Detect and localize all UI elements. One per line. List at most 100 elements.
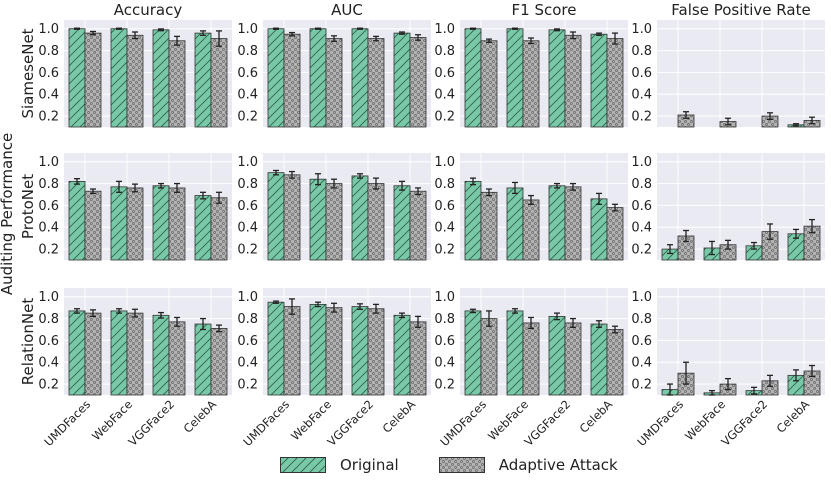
bar-original-umdfaces[interactable] [68, 310, 86, 396]
y-tick-label: 0.8 [434, 44, 455, 59]
bar-adaptive-celeba[interactable] [409, 321, 427, 396]
panel-protonet-auc: 0.2 0.4 0.6 0.8 1.0 [237, 153, 431, 261]
bar-adaptive-celeba[interactable] [409, 37, 427, 128]
bar-adaptive-celeba[interactable] [409, 190, 427, 261]
model-row-label: SiameseNet [19, 28, 37, 118]
y-tick-label: 1.0 [631, 22, 652, 37]
bar-adaptive-umdfaces[interactable] [480, 318, 498, 396]
y-tick-label: 1.0 [434, 155, 455, 170]
bar-original-vggface2[interactable] [152, 185, 170, 261]
bar-original-celeba[interactable] [393, 185, 411, 261]
bar-adaptive-umdfaces[interactable] [84, 190, 102, 261]
bar-adaptive-webface[interactable] [522, 199, 540, 261]
legend-label-adaptive: Adaptive Attack [498, 456, 618, 474]
bar-adaptive-celeba[interactable] [606, 38, 624, 128]
y-tick-label: 0.6 [631, 199, 652, 214]
bar-adaptive-umdfaces[interactable] [283, 33, 301, 128]
legend-item-original[interactable]: Original [280, 456, 399, 474]
bar-original-webface[interactable] [309, 178, 327, 261]
y-tick-label: 1.0 [631, 155, 652, 170]
legend-swatch-original [280, 457, 326, 473]
y-tick-label: 0.6 [237, 334, 258, 349]
bar-original-webface[interactable] [506, 187, 524, 261]
x-tick-label: CelebA [774, 397, 813, 436]
bar-adaptive-umdfaces[interactable] [283, 174, 301, 261]
bar-original-umdfaces[interactable] [68, 180, 86, 261]
bar-original-vggface2[interactable] [152, 29, 170, 128]
bar-adaptive-celeba[interactable] [606, 207, 624, 261]
legend-item-adaptive[interactable]: Adaptive Attack [438, 456, 618, 474]
bar-adaptive-webface[interactable] [126, 187, 144, 261]
y-tick-label: 0.6 [38, 66, 59, 81]
y-tick-label: 1.0 [237, 290, 258, 305]
bar-adaptive-celeba[interactable] [210, 327, 228, 396]
bar-adaptive-umdfaces[interactable] [283, 306, 301, 396]
bar-original-umdfaces[interactable] [68, 28, 86, 128]
x-tick-label: UMDFaces [41, 397, 93, 449]
bar-adaptive-vggface2[interactable] [564, 322, 582, 396]
bar-original-celeba[interactable] [194, 32, 212, 128]
bar-original-umdfaces[interactable] [464, 28, 482, 128]
bar-original-umdfaces[interactable] [267, 28, 285, 128]
bar-original-vggface2[interactable] [351, 306, 369, 396]
x-tick-label: UMDFaces [240, 397, 292, 449]
bar-adaptive-celeba[interactable] [210, 197, 228, 261]
bar-original-celeba[interactable] [590, 323, 608, 396]
bar-original-celeba[interactable] [590, 198, 608, 261]
bar-original-umdfaces[interactable] [267, 301, 285, 396]
bar-original-webface[interactable] [110, 186, 128, 261]
bar-original-vggface2[interactable] [351, 28, 369, 128]
bar-original-umdfaces[interactable] [464, 310, 482, 396]
bar-original-vggface2[interactable] [548, 185, 566, 261]
legend-swatch-adaptive [438, 457, 485, 473]
bar-adaptive-vggface2[interactable] [168, 40, 186, 128]
bar-adaptive-webface[interactable] [325, 183, 343, 261]
bar-adaptive-webface[interactable] [325, 38, 343, 128]
bar-adaptive-umdfaces[interactable] [84, 32, 102, 128]
bar-adaptive-webface[interactable] [126, 312, 144, 396]
metric-title: False Positive Rate [671, 1, 810, 19]
bar-adaptive-umdfaces[interactable] [84, 312, 102, 396]
bar-original-celeba[interactable] [194, 323, 212, 396]
bar-adaptive-webface[interactable] [325, 307, 343, 396]
bar-adaptive-webface[interactable] [522, 322, 540, 396]
bar-adaptive-umdfaces[interactable] [480, 191, 498, 261]
bar-adaptive-vggface2[interactable] [367, 183, 385, 261]
bar-adaptive-vggface2[interactable] [564, 34, 582, 128]
bar-adaptive-celeba[interactable] [606, 329, 624, 396]
bar-original-celeba[interactable] [194, 195, 212, 261]
bar-adaptive-vggface2[interactable] [367, 38, 385, 128]
bar-original-vggface2[interactable] [152, 314, 170, 396]
bar-original-webface[interactable] [309, 303, 327, 396]
bar-adaptive-vggface2[interactable] [564, 186, 582, 261]
y-tick-label: 0.8 [38, 312, 59, 327]
y-tick-label: 0.4 [434, 221, 455, 236]
bar-adaptive-vggface2[interactable] [168, 187, 186, 261]
bar-original-vggface2[interactable] [351, 175, 369, 261]
bar-original-webface[interactable] [110, 310, 128, 396]
y-tick-label: 0.2 [434, 378, 455, 393]
bar-original-umdfaces[interactable] [464, 180, 482, 261]
x-tick-label: CelebA [181, 397, 220, 436]
bar-adaptive-vggface2[interactable] [367, 308, 385, 396]
bar-adaptive-webface[interactable] [126, 34, 144, 128]
bar-original-webface[interactable] [506, 310, 524, 396]
bar-original-celeba[interactable] [590, 33, 608, 128]
bar-original-vggface2[interactable] [548, 315, 566, 396]
y-tick-label: 0.4 [237, 221, 258, 236]
bar-original-vggface2[interactable] [548, 29, 566, 128]
bar-adaptive-celeba[interactable] [210, 38, 228, 128]
bar-original-umdfaces[interactable] [267, 172, 285, 261]
bar-original-webface[interactable] [506, 28, 524, 128]
bar-original-webface[interactable] [309, 28, 327, 128]
bar-adaptive-webface[interactable] [522, 40, 540, 128]
bar-original-webface[interactable] [110, 28, 128, 128]
y-tick-label: 0.6 [631, 66, 652, 81]
bar-adaptive-umdfaces[interactable] [480, 40, 498, 128]
bar-original-celeba[interactable] [393, 32, 411, 128]
bar-adaptive-vggface2[interactable] [168, 321, 186, 396]
bar-original-celeba[interactable] [393, 314, 411, 396]
y-tick-label: 0.2 [237, 378, 258, 393]
